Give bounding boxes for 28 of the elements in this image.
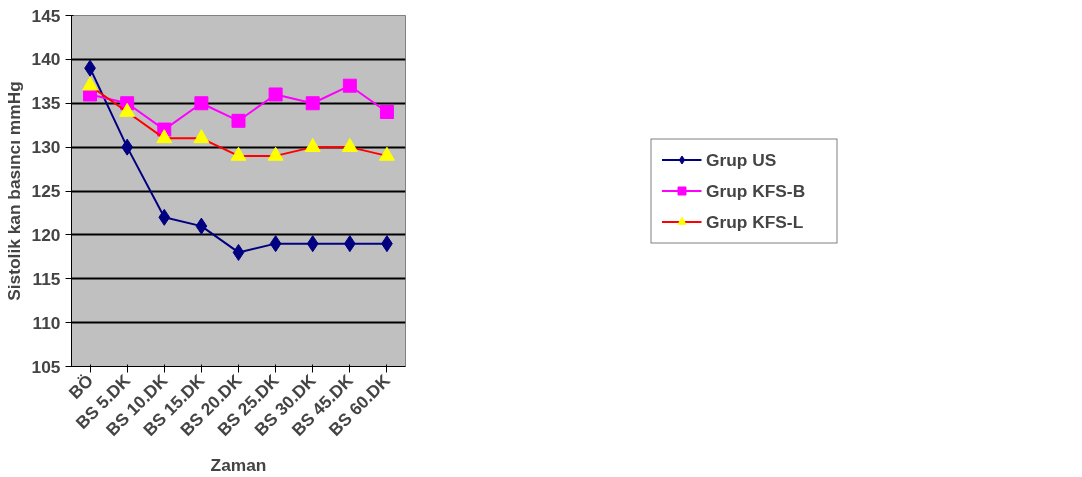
- y-tick-label: 125: [31, 181, 61, 201]
- point: [194, 96, 209, 111]
- y-tick-label: 120: [31, 224, 61, 245]
- point: [195, 217, 208, 235]
- y-tick-label: 140: [31, 49, 61, 70]
- y-tick-label: 105: [31, 356, 61, 377]
- y-tick-label: 110: [32, 312, 61, 333]
- point: [232, 243, 245, 261]
- point: [305, 96, 320, 111]
- point: [342, 78, 357, 93]
- point: [379, 105, 394, 120]
- legend-label: Grup US: [706, 149, 778, 170]
- point: [156, 129, 173, 144]
- point: [306, 235, 319, 253]
- x-axis-title: Zaman: [210, 454, 267, 475]
- point: [82, 76, 99, 91]
- legend-label: Grup KFS-L: [706, 211, 805, 232]
- y-tick-label: 130: [31, 137, 61, 158]
- point: [269, 235, 282, 253]
- point: [193, 129, 210, 144]
- y-axis-title: Sistolik kan basıncı mmHg: [3, 81, 24, 301]
- y-tick-label: 135: [31, 93, 61, 114]
- point: [158, 208, 171, 226]
- point: [231, 113, 246, 128]
- point: [268, 87, 283, 102]
- y-tick-label: 145: [31, 5, 61, 26]
- legend-label: Grup KFS-B: [706, 180, 807, 201]
- y-tick-label: 115: [32, 268, 61, 289]
